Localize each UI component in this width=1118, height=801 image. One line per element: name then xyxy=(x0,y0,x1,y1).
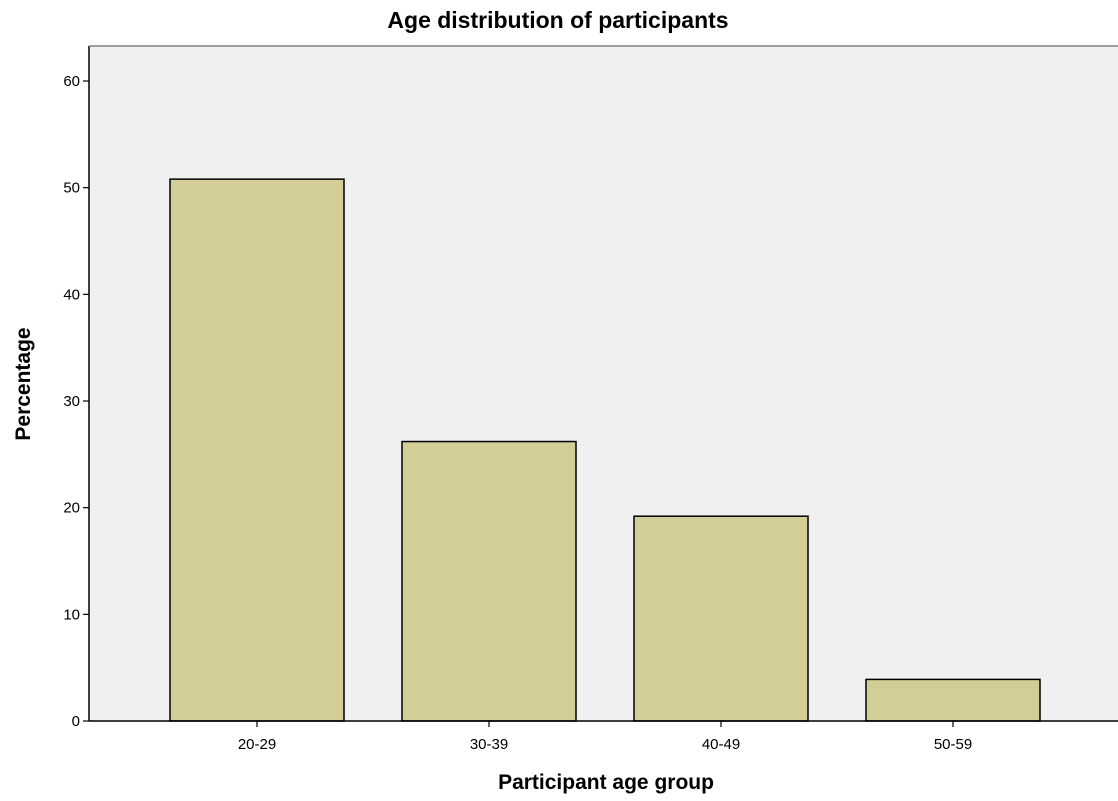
x-axis-ticks: 20-29 30-39 40-49 50-59 xyxy=(238,721,972,753)
y-tick-label: 40 xyxy=(63,286,80,303)
y-tick-label: 0 xyxy=(72,713,80,730)
y-tick-label: 20 xyxy=(63,500,80,517)
x-tick-label: 50-59 xyxy=(934,736,972,753)
bar-40-49 xyxy=(633,515,809,722)
bars-group xyxy=(169,178,1041,722)
y-axis-ticks: 0 10 20 30 40 50 60 xyxy=(63,73,89,730)
y-tick-label: 60 xyxy=(63,73,80,90)
y-tick-label: 10 xyxy=(63,606,80,623)
bar-20-29 xyxy=(169,178,345,722)
x-tick-label: 30-39 xyxy=(470,736,508,753)
x-axis-title: Participant age group xyxy=(498,771,714,794)
y-tick-label: 50 xyxy=(63,180,80,197)
x-tick-label: 40-49 xyxy=(702,736,740,753)
x-tick-label: 20-29 xyxy=(238,736,276,753)
y-axis-title: Percentage xyxy=(12,327,35,440)
bar-30-39 xyxy=(401,440,577,722)
bar-50-59 xyxy=(865,678,1041,722)
y-tick-label: 30 xyxy=(63,393,80,410)
chart-title: Age distribution of participants xyxy=(387,7,728,33)
